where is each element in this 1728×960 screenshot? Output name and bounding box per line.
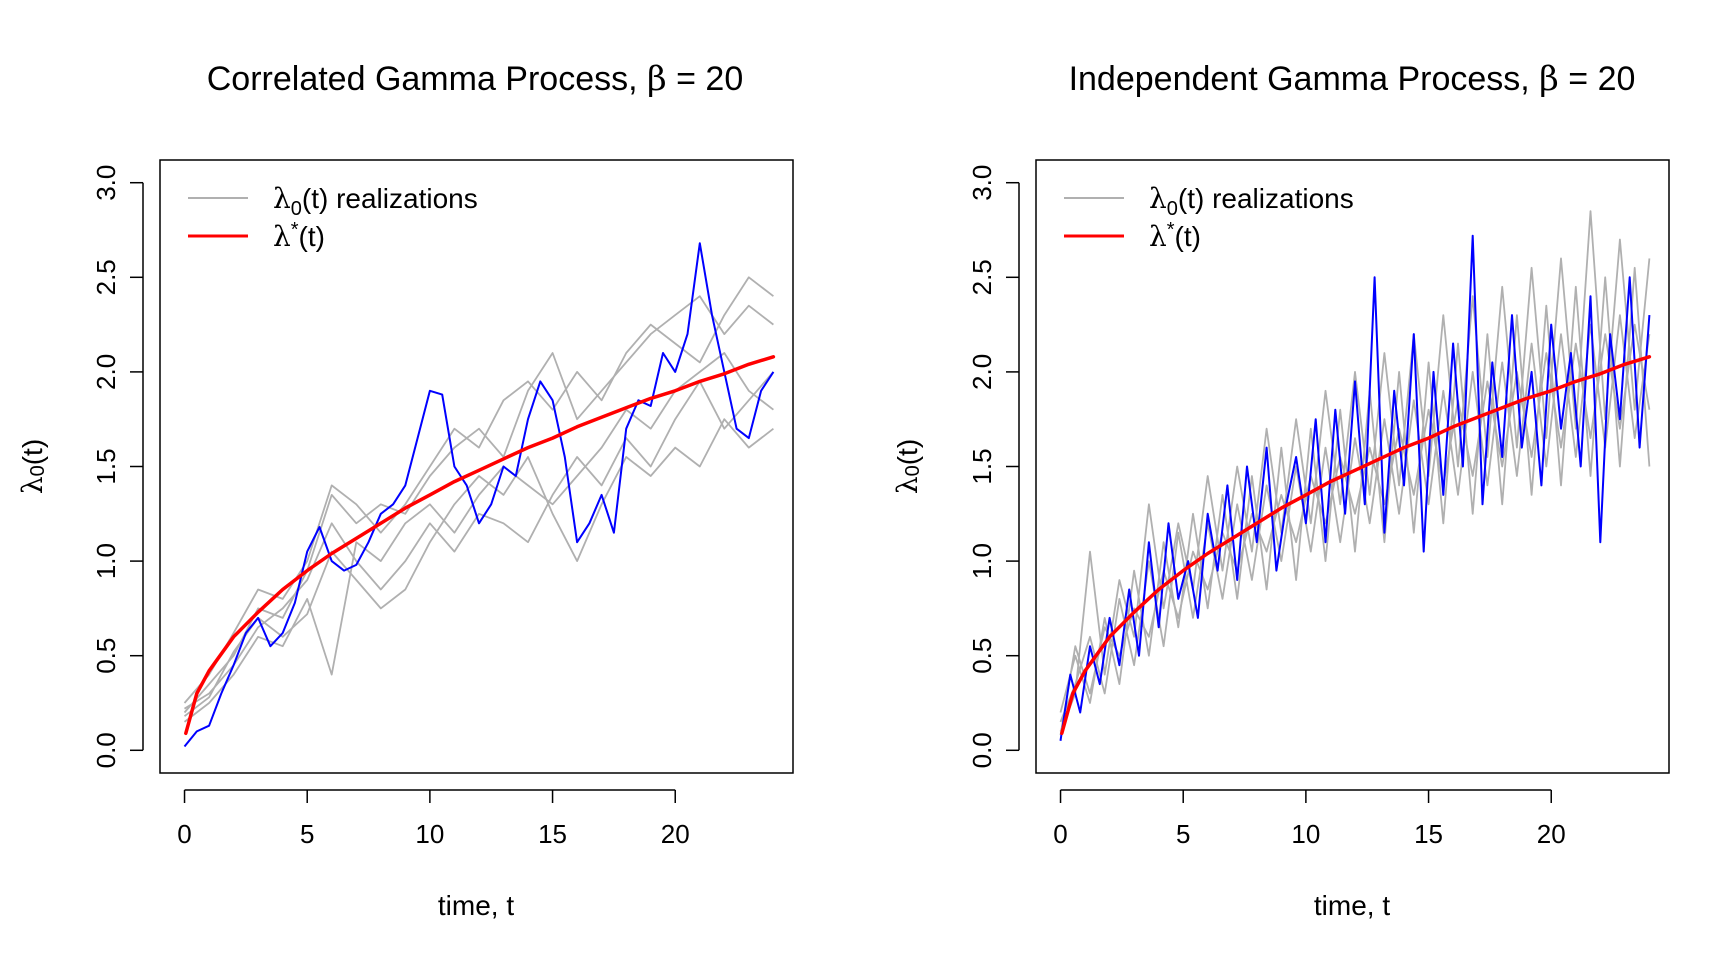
y-tick-label: 1.0 bbox=[91, 543, 121, 579]
y-tick-label: 2.0 bbox=[91, 354, 121, 390]
chart-independent: 0 5 10 15 20 0.0 0.5 1.0 1.5 2.0 2.5 3.0 Independent… bbox=[891, 59, 1670, 921]
legend-symbol: λ bbox=[273, 220, 291, 253]
y-axis-label: λ0(t) bbox=[16, 439, 50, 494]
mean-curve-line bbox=[1060, 355, 1652, 736]
legend-superscript: * bbox=[291, 219, 299, 241]
y-tick-label: 0.5 bbox=[967, 638, 997, 674]
realization-line-3 bbox=[184, 371, 775, 710]
y-tick-label: 2.5 bbox=[967, 259, 997, 295]
y-tick-label: 3.0 bbox=[91, 165, 121, 201]
realization-line-1 bbox=[183, 295, 774, 714]
legend-label: λ0(t) realizations bbox=[273, 182, 478, 220]
legend-label: λ*(t) bbox=[1149, 219, 1201, 253]
plot-area bbox=[1059, 210, 1652, 741]
mean-curve-line bbox=[184, 355, 776, 736]
y-axis-label-symbol: λ bbox=[16, 476, 49, 494]
y-axis-label-subscript: 0 bbox=[27, 465, 49, 476]
x-axis-label: time, t bbox=[1314, 890, 1390, 921]
x-tick-label: 20 bbox=[661, 819, 690, 849]
realization-line-5 bbox=[183, 276, 774, 704]
y-axis-label-subscript: 0 bbox=[902, 465, 924, 476]
legend-superscript: * bbox=[1167, 219, 1175, 241]
realization-line-2 bbox=[1059, 266, 1651, 713]
x-tick-label: 5 bbox=[300, 819, 314, 849]
x-tick-label: 15 bbox=[538, 819, 567, 849]
legend-subscript: 0 bbox=[291, 198, 302, 220]
legend-symbol: λ bbox=[1149, 220, 1167, 253]
y-axis-label: λ0(t) bbox=[891, 439, 925, 494]
x-tick-label: 10 bbox=[1291, 819, 1320, 849]
plot-frame bbox=[159, 159, 794, 774]
legend-text: (t) realizations bbox=[302, 183, 478, 214]
y-tick-label: 2.5 bbox=[91, 259, 121, 295]
chart-title-value: = 20 bbox=[667, 60, 744, 98]
x-tick-label: 5 bbox=[1176, 819, 1190, 849]
y-tick-label: 1.5 bbox=[967, 448, 997, 484]
chart-title: Independent Gamma Process, β = 20 bbox=[1069, 59, 1636, 99]
y-tick-label: 2.0 bbox=[967, 354, 997, 390]
chart-title: Correlated Gamma Process, β = 20 bbox=[207, 59, 744, 99]
chart-title-symbol: β bbox=[1539, 59, 1559, 99]
plot-frame bbox=[1035, 159, 1670, 774]
chart-correlated: 0 5 10 15 20 0.0 0.5 1.0 1.5 2.0 2.5 3.0 Correlated … bbox=[16, 59, 794, 921]
y-tick-label: 1.0 bbox=[967, 543, 997, 579]
legend-label: λ0(t) realizations bbox=[1149, 182, 1354, 220]
x-tick-label: 10 bbox=[415, 819, 444, 849]
legend-subscript: 0 bbox=[1167, 198, 1178, 220]
legend-symbol: λ bbox=[273, 182, 291, 215]
y-tick-label: 1.5 bbox=[91, 448, 121, 484]
x-tick-label: 20 bbox=[1537, 819, 1566, 849]
highlighted-realization-line bbox=[183, 242, 775, 748]
x-axis-label: time, t bbox=[438, 890, 514, 921]
plot-area bbox=[183, 242, 776, 748]
y-axis-label-tail: (t) bbox=[17, 439, 48, 465]
legend-text: (t) bbox=[1175, 221, 1201, 252]
highlighted-realization-line bbox=[1059, 234, 1651, 741]
realization-line-4 bbox=[183, 418, 774, 717]
x-tick-label: 0 bbox=[177, 819, 191, 849]
y-tick-label: 3.0 bbox=[967, 165, 997, 201]
legend-symbol: λ bbox=[1149, 182, 1167, 215]
realization-line-2 bbox=[183, 352, 774, 723]
y-tick-label: 0.0 bbox=[91, 732, 121, 768]
legend-text: (t) realizations bbox=[1178, 183, 1354, 214]
y-tick-label: 0.0 bbox=[967, 732, 997, 768]
legend-label: λ*(t) bbox=[273, 219, 325, 253]
legend-text: (t) bbox=[299, 221, 325, 252]
chart-title-text: Correlated Gamma Process, bbox=[207, 60, 647, 98]
x-tick-label: 0 bbox=[1053, 819, 1067, 849]
y-axis-label-tail: (t) bbox=[892, 439, 923, 465]
chart-title-text: Independent Gamma Process, bbox=[1069, 60, 1540, 98]
realization-line-4 bbox=[1059, 323, 1651, 736]
y-tick-label: 0.5 bbox=[91, 638, 121, 674]
chart-title-value: = 20 bbox=[1559, 60, 1636, 98]
y-axis-label-symbol: λ bbox=[891, 476, 924, 494]
chart-title-symbol: β bbox=[647, 59, 667, 99]
x-tick-label: 15 bbox=[1414, 819, 1443, 849]
